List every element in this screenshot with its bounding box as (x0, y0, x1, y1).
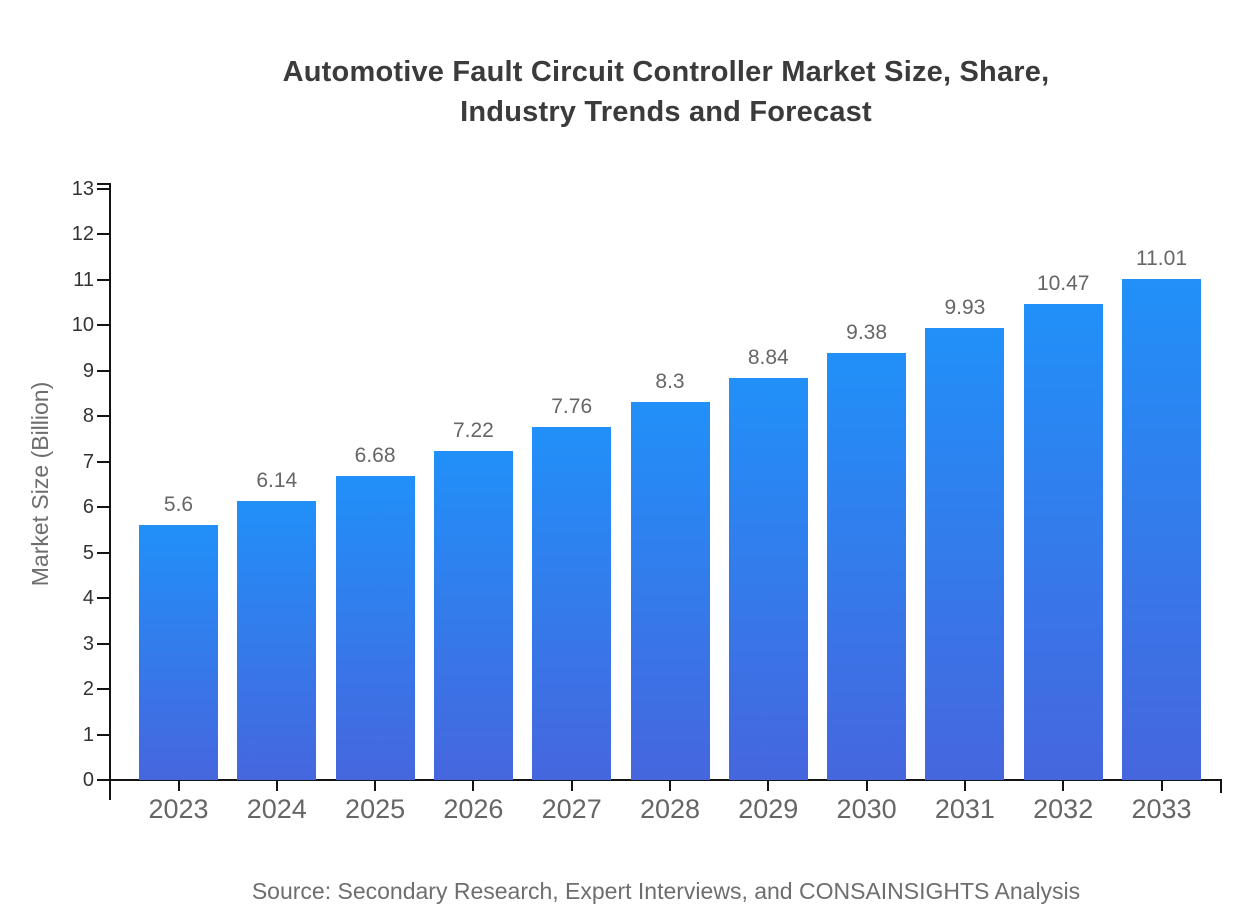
x-axis-tick (963, 781, 966, 791)
y-axis-tick (97, 278, 109, 281)
x-axis-tick-label: 2032 (1033, 794, 1094, 824)
y-axis-tick (97, 506, 109, 508)
bar-value-label: 8.3 (655, 370, 685, 394)
bar[interactable] (433, 451, 513, 780)
bar[interactable] (139, 525, 218, 780)
x-axis-tick (865, 781, 868, 791)
chart-title-line-2: Industry Trends and Forecast (460, 96, 872, 128)
y-axis-tick (97, 415, 109, 417)
x-axis-end-cap-tick (1220, 781, 1222, 793)
y-axis-tick-label: 3 (82, 632, 94, 655)
bar-value-label: 9.38 (846, 321, 888, 345)
bar[interactable] (630, 402, 710, 780)
x-axis-tick-label: 2030 (836, 794, 897, 824)
chart-title: Automotive Fault Circuit Controller Mark… (110, 52, 1222, 132)
x-axis-tick (1062, 781, 1065, 791)
x-axis-tick (177, 781, 180, 791)
y-axis-tick (97, 733, 109, 736)
bar-value-label: 5.6 (163, 493, 194, 517)
x-axis-tick-label: 2031 (934, 794, 995, 824)
bar-value-label: 6.14 (256, 468, 298, 492)
bar-value-label: 10.47 (1036, 271, 1090, 295)
x-axis-tick (472, 781, 475, 791)
bar[interactable] (827, 353, 907, 780)
x-axis-tick-label: 2028 (639, 794, 701, 824)
x-axis-line (109, 779, 1222, 781)
x-axis-tick (570, 781, 573, 791)
y-axis-end-cap-tick (97, 183, 109, 185)
y-axis-tick-label: 11 (73, 268, 94, 291)
y-axis-tick (97, 779, 109, 781)
y-axis-tick (97, 369, 109, 372)
y-axis-tick-label: 13 (71, 177, 94, 200)
x-axis-tick-label: 2027 (541, 794, 602, 824)
y-axis-tick-label: 7 (82, 450, 94, 473)
x-axis-tick (669, 781, 671, 791)
bar[interactable] (925, 328, 1005, 780)
bar-value-label: 9.93 (944, 296, 986, 320)
y-axis-tick-label: 5 (82, 541, 94, 564)
bar[interactable] (335, 476, 415, 780)
y-axis-title: Market Size (Billion) (27, 381, 53, 587)
y-axis-tick (97, 642, 109, 645)
source-note: Source: Secondary Research, Expert Inter… (251, 878, 1081, 904)
x-axis-tick (767, 781, 770, 791)
bar[interactable] (728, 377, 808, 780)
bar-value-label: 6.68 (354, 444, 396, 468)
bar-value-label: 7.22 (452, 419, 494, 443)
y-axis-tick-label: 9 (82, 359, 94, 382)
bar-value-label: 7.76 (551, 394, 593, 418)
y-axis-tick-label: 0 (82, 769, 94, 791)
x-axis-tick-label: 2033 (1131, 794, 1192, 824)
x-axis-tick-label: 2024 (246, 794, 307, 824)
y-axis-tick-label: 10 (71, 314, 94, 336)
y-axis-tick (97, 597, 109, 599)
x-axis-tick-label: 2023 (148, 794, 209, 824)
bar[interactable] (1122, 279, 1201, 780)
y-axis-tick (97, 233, 109, 235)
x-axis-tick (275, 781, 278, 791)
y-axis-tick-label: 4 (82, 587, 94, 609)
y-axis-tick-label: 2 (82, 678, 94, 700)
y-axis-tick-label: 8 (82, 405, 94, 427)
x-axis-tick (1160, 781, 1163, 791)
y-axis-line (109, 183, 111, 800)
y-axis-tick (97, 460, 109, 463)
bar-value-label: 11.01 (1136, 247, 1187, 271)
x-axis-tick-label: 2025 (345, 794, 406, 824)
y-axis-tick (97, 688, 109, 690)
x-axis-tick-label: 2026 (443, 794, 504, 824)
x-axis-tick-label: 2029 (738, 794, 799, 824)
y-axis-tick-label: 6 (82, 496, 94, 518)
y-axis-tick (97, 324, 109, 326)
y-axis-tick (97, 187, 109, 190)
bar[interactable] (532, 426, 612, 780)
bar[interactable] (1023, 303, 1103, 780)
y-axis-tick (97, 551, 109, 554)
x-axis-tick (374, 781, 377, 791)
bar-value-label: 8.84 (747, 345, 789, 369)
bar[interactable] (237, 500, 317, 780)
y-axis-tick-label: 12 (71, 223, 94, 245)
y-axis-tick-label: 1 (82, 723, 94, 746)
chart-title-line-1: Automotive Fault Circuit Controller Mark… (282, 56, 1050, 88)
